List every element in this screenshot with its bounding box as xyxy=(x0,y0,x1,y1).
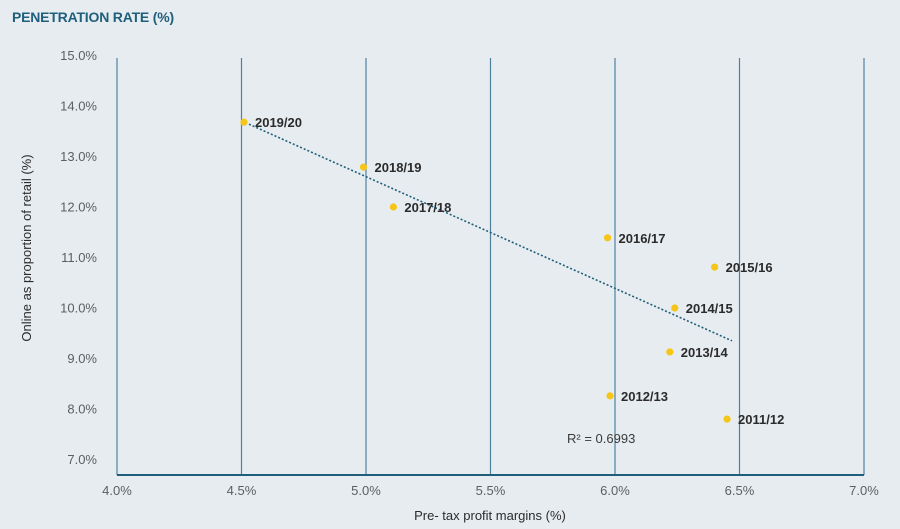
x-tick-label: 4.0% xyxy=(102,483,132,498)
trendline xyxy=(248,123,733,342)
y-axis-label: Online as proportion of retail (%) xyxy=(19,154,34,341)
y-tick-label: 9.0% xyxy=(67,351,97,366)
y-tick-label: 14.0% xyxy=(60,99,97,114)
y-tick-label: 12.0% xyxy=(60,200,97,215)
data-point xyxy=(359,163,368,171)
data-point-label: 2015/16 xyxy=(726,260,773,275)
data-point xyxy=(723,415,731,423)
data-point xyxy=(671,304,679,312)
data-point-label: 2012/13 xyxy=(621,389,668,404)
data-point-label: 2018/19 xyxy=(375,160,422,175)
chart-title: PENETRATION RATE (%) xyxy=(12,9,174,25)
y-tick-label: 11.0% xyxy=(61,250,97,265)
r-squared-annotation: R² = 0.6993 xyxy=(567,431,635,446)
data-point xyxy=(666,348,674,356)
x-tick-label: 6.5% xyxy=(725,483,755,498)
x-tick-label: 7.0% xyxy=(849,483,879,498)
data-point xyxy=(606,392,614,400)
data-point xyxy=(711,263,719,271)
data-point-label: 2011/12 xyxy=(738,412,784,427)
x-tick-label: 5.0% xyxy=(351,483,381,498)
data-point-label: 2019/20 xyxy=(255,115,302,130)
y-tick-label: 7.0% xyxy=(67,452,97,467)
x-axis-label: Pre- tax profit margins (%) xyxy=(414,508,566,523)
data-point xyxy=(389,203,397,211)
x-tick-label: 4.5% xyxy=(227,483,257,498)
data-point-label: 2014/15 xyxy=(686,301,733,316)
y-tick-label: 13.0% xyxy=(60,149,97,164)
data-point-label: 2013/14 xyxy=(681,345,729,360)
data-point xyxy=(240,118,248,126)
x-tick-label: 5.5% xyxy=(476,483,506,498)
data-point xyxy=(603,234,612,242)
y-tick-label: 8.0% xyxy=(67,402,97,417)
data-point-label: 2016/17 xyxy=(619,231,666,246)
y-tick-label: 15.0% xyxy=(60,48,97,63)
data-point-label: 2017/18 xyxy=(404,200,451,215)
y-tick-label: 10.0% xyxy=(60,301,97,316)
x-tick-label: 6.0% xyxy=(600,483,630,498)
